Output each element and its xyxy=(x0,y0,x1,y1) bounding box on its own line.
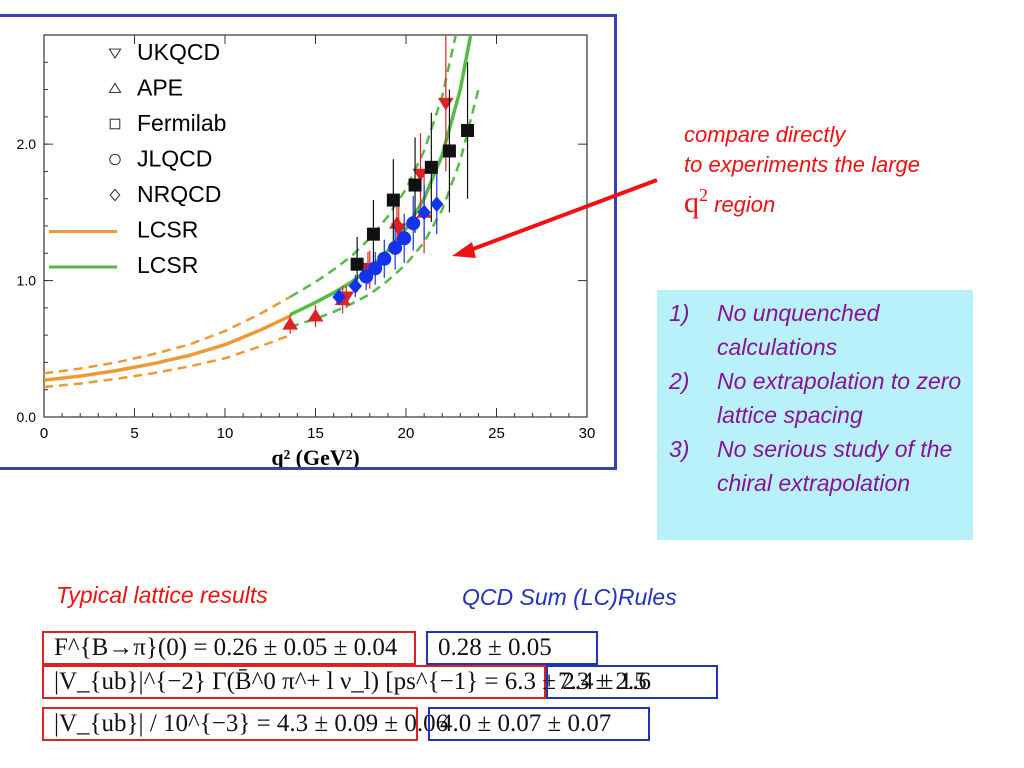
sumrule-result-vub: 4.0 ± 0.07 ± 0.07 xyxy=(428,707,650,741)
data-point-nrqcd xyxy=(332,289,346,305)
legend-label: LCSR xyxy=(137,252,198,278)
annotation-line-3: q2 region xyxy=(684,185,776,219)
lattice-result-vub: |V_{ub}| / 10^{−3} = 4.3 ± 0.09 ± 0.06 xyxy=(42,707,448,741)
data-point-jlqcd xyxy=(359,269,374,284)
x-tick-label: 5 xyxy=(130,425,138,442)
lattice-results-label: Typical lattice results xyxy=(56,582,268,608)
legend-label: LCSR xyxy=(137,217,198,243)
data-point-jlqcd xyxy=(377,251,392,266)
result-formula: 7.3 ± 2.5 xyxy=(558,668,647,695)
annotation-text: compare directly to experiments the larg… xyxy=(684,120,920,220)
x-tick-label: 10 xyxy=(217,425,234,442)
data-point-jlqcd xyxy=(388,240,403,255)
data-point-fermilab xyxy=(424,160,438,174)
lcsr-band-lower xyxy=(44,333,291,389)
x-tick-label: 30 xyxy=(579,425,596,442)
sum-rule-label: QCD Sum (LC)Rules xyxy=(462,584,677,610)
legend-marker xyxy=(108,48,122,59)
data-point-ape xyxy=(307,308,324,322)
x-tick-label: 25 xyxy=(488,425,505,442)
result-formula: 4.0 ± 0.07 ± 0.07 xyxy=(440,710,612,737)
data-point-jlqcd xyxy=(368,261,383,276)
x-tick-label: 0 xyxy=(40,425,48,442)
data-point-fermilab xyxy=(366,227,380,241)
x-tick-label: 15 xyxy=(307,425,324,442)
result-formula: F^{B→π}(0) = 0.26 ± 0.05 ± 0.04 xyxy=(54,634,398,661)
lattice-result-width: |V_{ub}|^{−2} Γ(B̄^0 π^+ l ν_l) [ps^{−1}… xyxy=(42,665,651,699)
data-point-nrqcd xyxy=(430,196,444,212)
plot-frame: 0 5 10 15 20 25 30 0.0 1.0 2.0 q² (GeV²) UKQCD APE Fe… xyxy=(0,14,617,470)
lcsr-central-line xyxy=(44,314,291,382)
data-point-nrqcd xyxy=(348,278,362,294)
data-point-ape xyxy=(282,316,299,330)
legend-marker xyxy=(109,153,121,166)
result-formula: |V_{ub}|^{−2} Γ(B̄^0 π^+ l ν_l) [ps^{−1}… xyxy=(54,668,651,695)
legend-label: JLQCD xyxy=(137,146,212,172)
legend-label: Fermilab xyxy=(137,110,226,136)
legend-label: UKQCD xyxy=(137,39,220,65)
lcsr-band-upper xyxy=(289,35,458,299)
data-point-fermilab xyxy=(442,144,456,158)
result-formula: |V_{ub}| / 10^{−3} = 4.3 ± 0.09 ± 0.06 xyxy=(54,710,449,737)
data-point-fermilab xyxy=(461,124,475,137)
y-tick-label: 2.0 xyxy=(17,136,37,152)
data-point-jlqcd xyxy=(397,231,412,246)
caveat-item: 2) No extrapolation to zero lattice spaci… xyxy=(669,368,962,428)
q-symbol: q2 xyxy=(684,185,708,219)
legend-marker xyxy=(109,118,121,130)
plot-area xyxy=(44,35,480,389)
data-point-fermilab xyxy=(386,193,400,207)
legend-label: APE xyxy=(137,75,183,101)
caveat-item: 1) No unquenched calculations xyxy=(669,300,880,360)
sumrule-result-form-factor: 0.28 ± 0.05 xyxy=(426,631,598,665)
annotation-line-2: to experiments the large xyxy=(684,152,921,177)
annotation-arrowhead xyxy=(452,242,476,258)
lcsr-central-line xyxy=(289,35,473,317)
lcsr-band-lower xyxy=(289,89,480,329)
legend-label: NRQCD xyxy=(137,181,221,207)
caveat-item: 3) No serious study of the chiral extrapo… xyxy=(669,436,953,496)
data-point-jlqcd xyxy=(406,216,421,231)
x-tick-label: 20 xyxy=(398,425,415,442)
y-tick-label: 1.0 xyxy=(17,273,37,289)
sumrule-result-width: 7.3 ± 2.5 xyxy=(546,665,718,699)
data-point-nrqcd xyxy=(417,204,431,221)
annotation-line-1: compare directly xyxy=(684,122,846,147)
annotation-arrow xyxy=(464,178,658,254)
legend-marker xyxy=(108,82,122,93)
form-factor-chart: 0 5 10 15 20 25 30 0.0 1.0 2.0 q² (GeV²) UKQCD APE Fe… xyxy=(17,34,596,467)
legend-marker xyxy=(109,188,121,202)
data-point-fermilab xyxy=(408,178,422,192)
data-point-fermilab xyxy=(350,257,364,271)
x-axis-label: q² (GeV²) xyxy=(271,445,359,467)
lattice-result-form-factor: F^{B→π}(0) = 0.26 ± 0.05 ± 0.04 xyxy=(42,631,416,665)
y-tick-label: 0.0 xyxy=(17,409,37,425)
result-formula: 0.28 ± 0.05 xyxy=(438,634,552,661)
caveat-box: 1) No unquenched calculations 2) No extrap… xyxy=(657,290,973,540)
